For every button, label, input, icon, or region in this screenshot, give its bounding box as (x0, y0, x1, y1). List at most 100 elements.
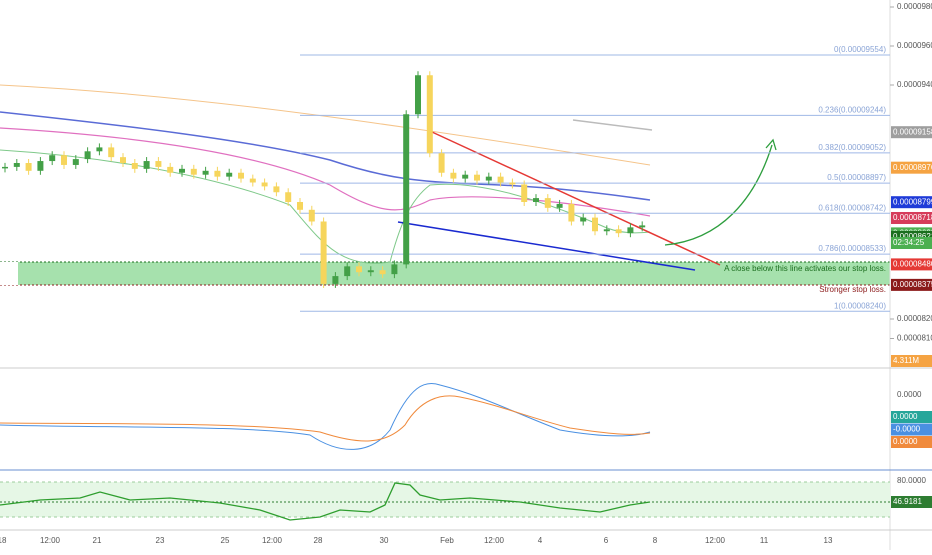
fib-label: 0.5(0.00008897) (827, 173, 886, 182)
candle (61, 155, 67, 165)
candle (403, 114, 410, 265)
macd-badge: 0.0000 (893, 412, 918, 421)
fib-label: 1(0.00008240) (834, 301, 886, 310)
price-badge: 0.00008480 (893, 260, 932, 269)
price-badge-bg (891, 196, 932, 209)
time-label: 28 (314, 536, 323, 545)
candle (509, 182, 516, 185)
candle (297, 202, 303, 210)
candle (450, 172, 457, 179)
candle (96, 147, 103, 152)
candle (438, 153, 445, 173)
candle (13, 163, 20, 167)
time-label: 13 (824, 536, 833, 545)
price-tick-label: 0.00009600 (897, 41, 932, 50)
price-tick-label: 0.00008200 (897, 314, 932, 323)
macd-badge-bg (891, 423, 932, 436)
candle (580, 217, 587, 222)
support-line (397, 221, 696, 271)
zone-gap (0, 262, 18, 285)
ma-blue (0, 111, 651, 201)
candle (544, 198, 551, 208)
candle (426, 75, 433, 154)
macd-badge-bg (891, 411, 932, 423)
volume-badge-bg (891, 355, 932, 367)
candle (592, 217, 598, 232)
price-badge: 0.00008718 (893, 213, 932, 222)
time-label: 12:00 (705, 536, 726, 545)
drawn-layer: 0.00009800 0.00009600 0.00009400 0.00008200… (0, 2, 932, 545)
candle (356, 266, 362, 273)
time-label: 11 (760, 536, 769, 545)
candle (308, 209, 315, 222)
ma-200 (0, 84, 651, 166)
candle (202, 170, 209, 175)
price-badge: 0.00008799 (893, 197, 932, 206)
rsi-badge-bg (891, 496, 932, 508)
price-badge-bg (891, 161, 932, 174)
candle (249, 178, 256, 183)
candle (332, 276, 339, 284)
fib-label: 0.618(0.00008742) (818, 203, 886, 212)
candle (533, 198, 539, 202)
price-badge-bg (891, 278, 932, 291)
candle (556, 203, 563, 208)
time-label: 25 (221, 536, 230, 545)
time-label: 12:00 (484, 536, 505, 545)
stop-loss-note: A close below this line activates our st… (724, 264, 886, 273)
time-label: 12:00 (40, 536, 61, 545)
candle (344, 266, 351, 277)
price-tick-label: 0.00009800 (897, 2, 932, 11)
countdown: 02:34:25 (893, 238, 925, 247)
stop-zone (0, 262, 890, 285)
arrow-head (765, 138, 777, 151)
price-badge: 0.00008375 (893, 280, 932, 289)
strong-stop-note: Stronger stop loss. (819, 285, 886, 294)
price-tick-label: 0.00009400 (897, 80, 932, 89)
candle (568, 203, 575, 222)
candle (320, 221, 327, 284)
time-label: 6 (604, 536, 609, 545)
price-badge: 0.00008976 (893, 163, 932, 172)
time-label: 23 (156, 536, 165, 545)
time-label: 12:00 (262, 536, 283, 545)
countdown-bg (891, 237, 932, 249)
candle (131, 163, 138, 169)
candle (367, 270, 374, 273)
time-label: 21 (93, 536, 102, 545)
time-label: Feb (440, 536, 454, 545)
rsi-badge: 46.9181 (893, 497, 922, 506)
candle (639, 225, 646, 228)
fib-label: 0.786(0.00008533) (818, 244, 886, 253)
volume-badge: 4.311M (893, 356, 919, 365)
time-label: 18 (0, 536, 7, 545)
candle (167, 166, 174, 173)
candle (238, 172, 244, 179)
time-label: 8 (653, 536, 658, 545)
candle (49, 155, 56, 162)
time-label: 30 (380, 536, 389, 545)
candle (72, 159, 79, 165)
candle (179, 168, 185, 173)
candle (474, 174, 480, 181)
fib-label: 0.236(0.00009244) (818, 106, 886, 115)
macd-line (0, 382, 651, 450)
candle (108, 147, 115, 158)
rsi-axis-label: 80.0000 (897, 476, 926, 485)
macd-badge-bg (891, 436, 932, 448)
candle (261, 182, 268, 187)
candle (627, 227, 634, 234)
macd-badge: -0.0000 (893, 425, 921, 434)
price-badge-bg (891, 126, 932, 139)
candle (415, 75, 421, 115)
candle (497, 176, 504, 183)
gray-line (572, 119, 653, 131)
candle (2, 166, 8, 169)
candle (521, 184, 528, 202)
signal-line (0, 395, 651, 442)
macd-badge: 0.0000 (893, 437, 918, 446)
candle (273, 186, 280, 193)
price-badge: 0.00009158 (893, 127, 932, 136)
rsi-line (0, 482, 651, 521)
